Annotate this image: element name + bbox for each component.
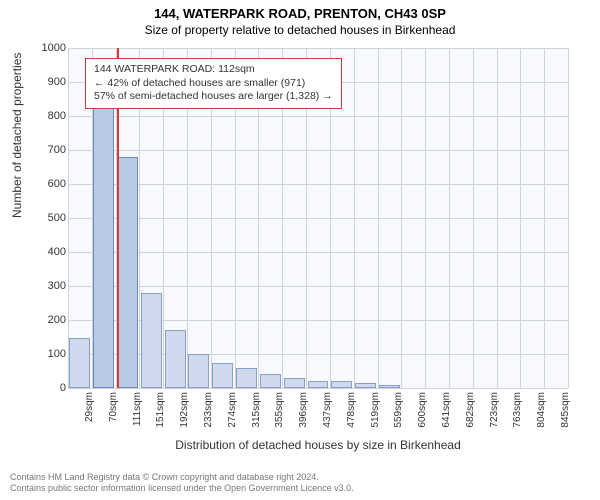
gridline-h (68, 218, 568, 219)
annotation-line: ← 42% of detached houses are smaller (97… (94, 77, 333, 91)
y-tick-label: 400 (28, 246, 66, 258)
bar (141, 293, 162, 388)
bar (165, 330, 186, 388)
x-tick-label: 29sqm (84, 392, 95, 422)
x-tick-label: 845sqm (560, 392, 571, 428)
y-tick-label: 800 (28, 110, 66, 122)
x-tick-label: 70sqm (108, 392, 119, 422)
y-tick-label: 0 (28, 382, 66, 394)
title-block: 144, WATERPARK ROAD, PRENTON, CH43 0SP S… (0, 0, 600, 37)
y-axis-label: Number of detached properties (10, 53, 24, 218)
gridline-v (425, 48, 426, 388)
gridline-v (520, 48, 521, 388)
bar (308, 381, 329, 388)
gridline-h (68, 150, 568, 151)
title-line1: 144, WATERPARK ROAD, PRENTON, CH43 0SP (0, 6, 600, 21)
x-tick-label: 519sqm (370, 392, 381, 428)
footer-line1: Contains HM Land Registry data © Crown c… (10, 472, 590, 483)
x-tick-label: 723sqm (489, 392, 500, 428)
y-tick-label: 1000 (28, 42, 66, 54)
y-tick-label: 300 (28, 280, 66, 292)
x-tick-label: 233sqm (203, 392, 214, 428)
gridline-v (568, 48, 569, 388)
gridline-v (497, 48, 498, 388)
x-tick-label: 355sqm (274, 392, 285, 428)
bar (188, 354, 209, 388)
y-tick-label: 700 (28, 144, 66, 156)
x-tick-label: 396sqm (298, 392, 309, 428)
annotation-box: 144 WATERPARK ROAD: 112sqm← 42% of detac… (85, 58, 342, 109)
x-tick-label: 151sqm (155, 392, 166, 428)
y-tick-label: 600 (28, 178, 66, 190)
y-tick-label: 900 (28, 76, 66, 88)
x-axis-label: Distribution of detached houses by size … (68, 438, 568, 452)
gridline-h (68, 184, 568, 185)
x-tick-label: 600sqm (417, 392, 428, 428)
annotation-line: 57% of semi-detached houses are larger (… (94, 90, 333, 104)
bar (212, 363, 233, 389)
annotation-line: 144 WATERPARK ROAD: 112sqm (94, 63, 333, 77)
x-tick-label: 437sqm (322, 392, 333, 428)
gridline-v (473, 48, 474, 388)
y-tick-label: 100 (28, 348, 66, 360)
bar (93, 108, 114, 389)
gridline-v (354, 48, 355, 388)
bar (284, 378, 305, 388)
title-line2: Size of property relative to detached ho… (0, 23, 600, 37)
footer: Contains HM Land Registry data © Crown c… (10, 472, 590, 495)
gridline-h (68, 48, 568, 49)
x-tick-label: 559sqm (393, 392, 404, 428)
y-tick-label: 500 (28, 212, 66, 224)
bar (69, 338, 90, 388)
bar (260, 374, 281, 388)
x-tick-label: 763sqm (512, 392, 523, 428)
gridline-h (68, 116, 568, 117)
x-tick-label: 478sqm (346, 392, 357, 428)
bar (236, 368, 257, 388)
gridline-v (378, 48, 379, 388)
x-tick-label: 804sqm (536, 392, 547, 428)
y-tick-label: 200 (28, 314, 66, 326)
y-axis: 01002003004005006007008009001000 (28, 48, 66, 388)
footer-line2: Contains public sector information licen… (10, 483, 590, 494)
gridline-h (68, 252, 568, 253)
chart-container: 144, WATERPARK ROAD, PRENTON, CH43 0SP S… (0, 0, 600, 500)
gridline-v (544, 48, 545, 388)
x-tick-label: 192sqm (179, 392, 190, 428)
x-tick-label: 315sqm (251, 392, 262, 428)
bar (331, 381, 352, 388)
x-tick-label: 111sqm (132, 392, 143, 426)
bar (117, 157, 138, 388)
x-tick-label: 641sqm (441, 392, 452, 428)
gridline-h (68, 286, 568, 287)
x-tick-label: 682sqm (465, 392, 476, 428)
x-tick-label: 274sqm (227, 392, 238, 428)
gridline-v (401, 48, 402, 388)
gridline-v (449, 48, 450, 388)
